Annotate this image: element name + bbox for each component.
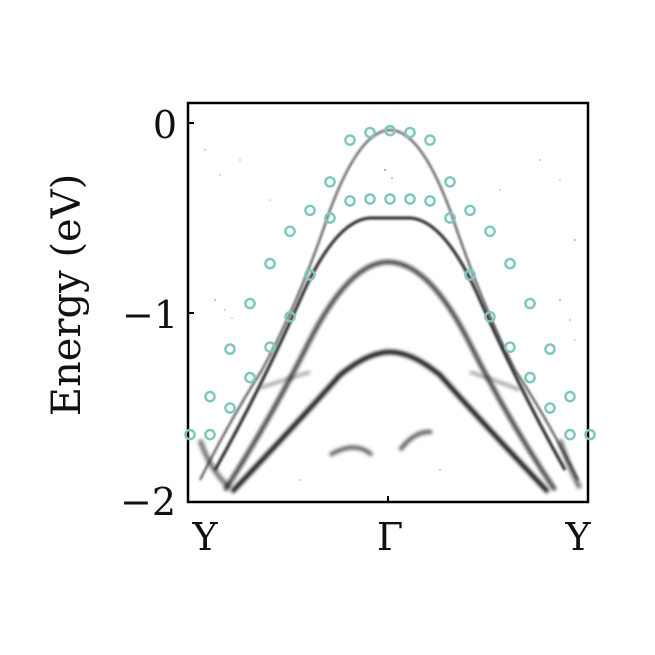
band-2-marker [384, 193, 396, 205]
x-tick-label-gamma: Γ [377, 515, 403, 559]
band-1-marker [504, 257, 516, 270]
band-2-marker [484, 310, 496, 323]
band-1-marker [444, 176, 456, 188]
band-2-marker [544, 402, 556, 414]
band-2-marker [264, 341, 276, 354]
band-1-marker [524, 297, 536, 310]
band-2-marker [244, 371, 256, 384]
band-2-marker [504, 341, 516, 354]
band-2-marker [304, 269, 316, 281]
band-1-marker [344, 134, 356, 146]
y-axis-label: Energy (eV) [44, 174, 90, 416]
y-tick-label-minus2: −2 [120, 480, 176, 524]
band-2-marker [524, 371, 536, 384]
band-1-marker [564, 390, 576, 403]
band-2-marker [344, 195, 356, 207]
band-1-marker [484, 225, 496, 238]
band-1-marker [204, 390, 216, 403]
band-1-marker [544, 343, 556, 355]
band-1-marker [384, 124, 396, 137]
band-2-marker [364, 193, 376, 205]
calculated-band-markers [184, 124, 596, 441]
band-1-marker [284, 225, 296, 238]
band-1-marker [244, 297, 256, 310]
band-2-marker [404, 193, 416, 205]
band-2-marker [464, 269, 476, 281]
band-1-marker [324, 176, 336, 188]
band-2-marker [284, 310, 296, 323]
band-1-marker [184, 428, 196, 441]
band-2-marker [424, 195, 436, 207]
band-1-marker [584, 428, 596, 441]
band-2-marker [444, 212, 456, 224]
band-1-marker [364, 126, 376, 139]
band-2-marker [324, 212, 336, 224]
band-2-marker [564, 428, 576, 441]
band-2-marker [204, 428, 216, 441]
y-axis-ticks [188, 122, 194, 314]
arpes-intensity-map [188, 103, 588, 502]
band-1-marker [224, 343, 236, 355]
band-1-marker [304, 204, 316, 217]
band-2-marker [224, 402, 236, 414]
x-tick-label-y-left: Y [191, 515, 218, 559]
band-1-marker [424, 134, 436, 146]
x-tick-label-y-right: Y [564, 515, 591, 559]
band-1-marker [404, 126, 416, 139]
band-1-marker [264, 257, 276, 270]
band-1-marker [464, 204, 476, 217]
y-tick-label-0: 0 [153, 103, 177, 147]
y-tick-label-minus1: −1 [122, 293, 178, 337]
